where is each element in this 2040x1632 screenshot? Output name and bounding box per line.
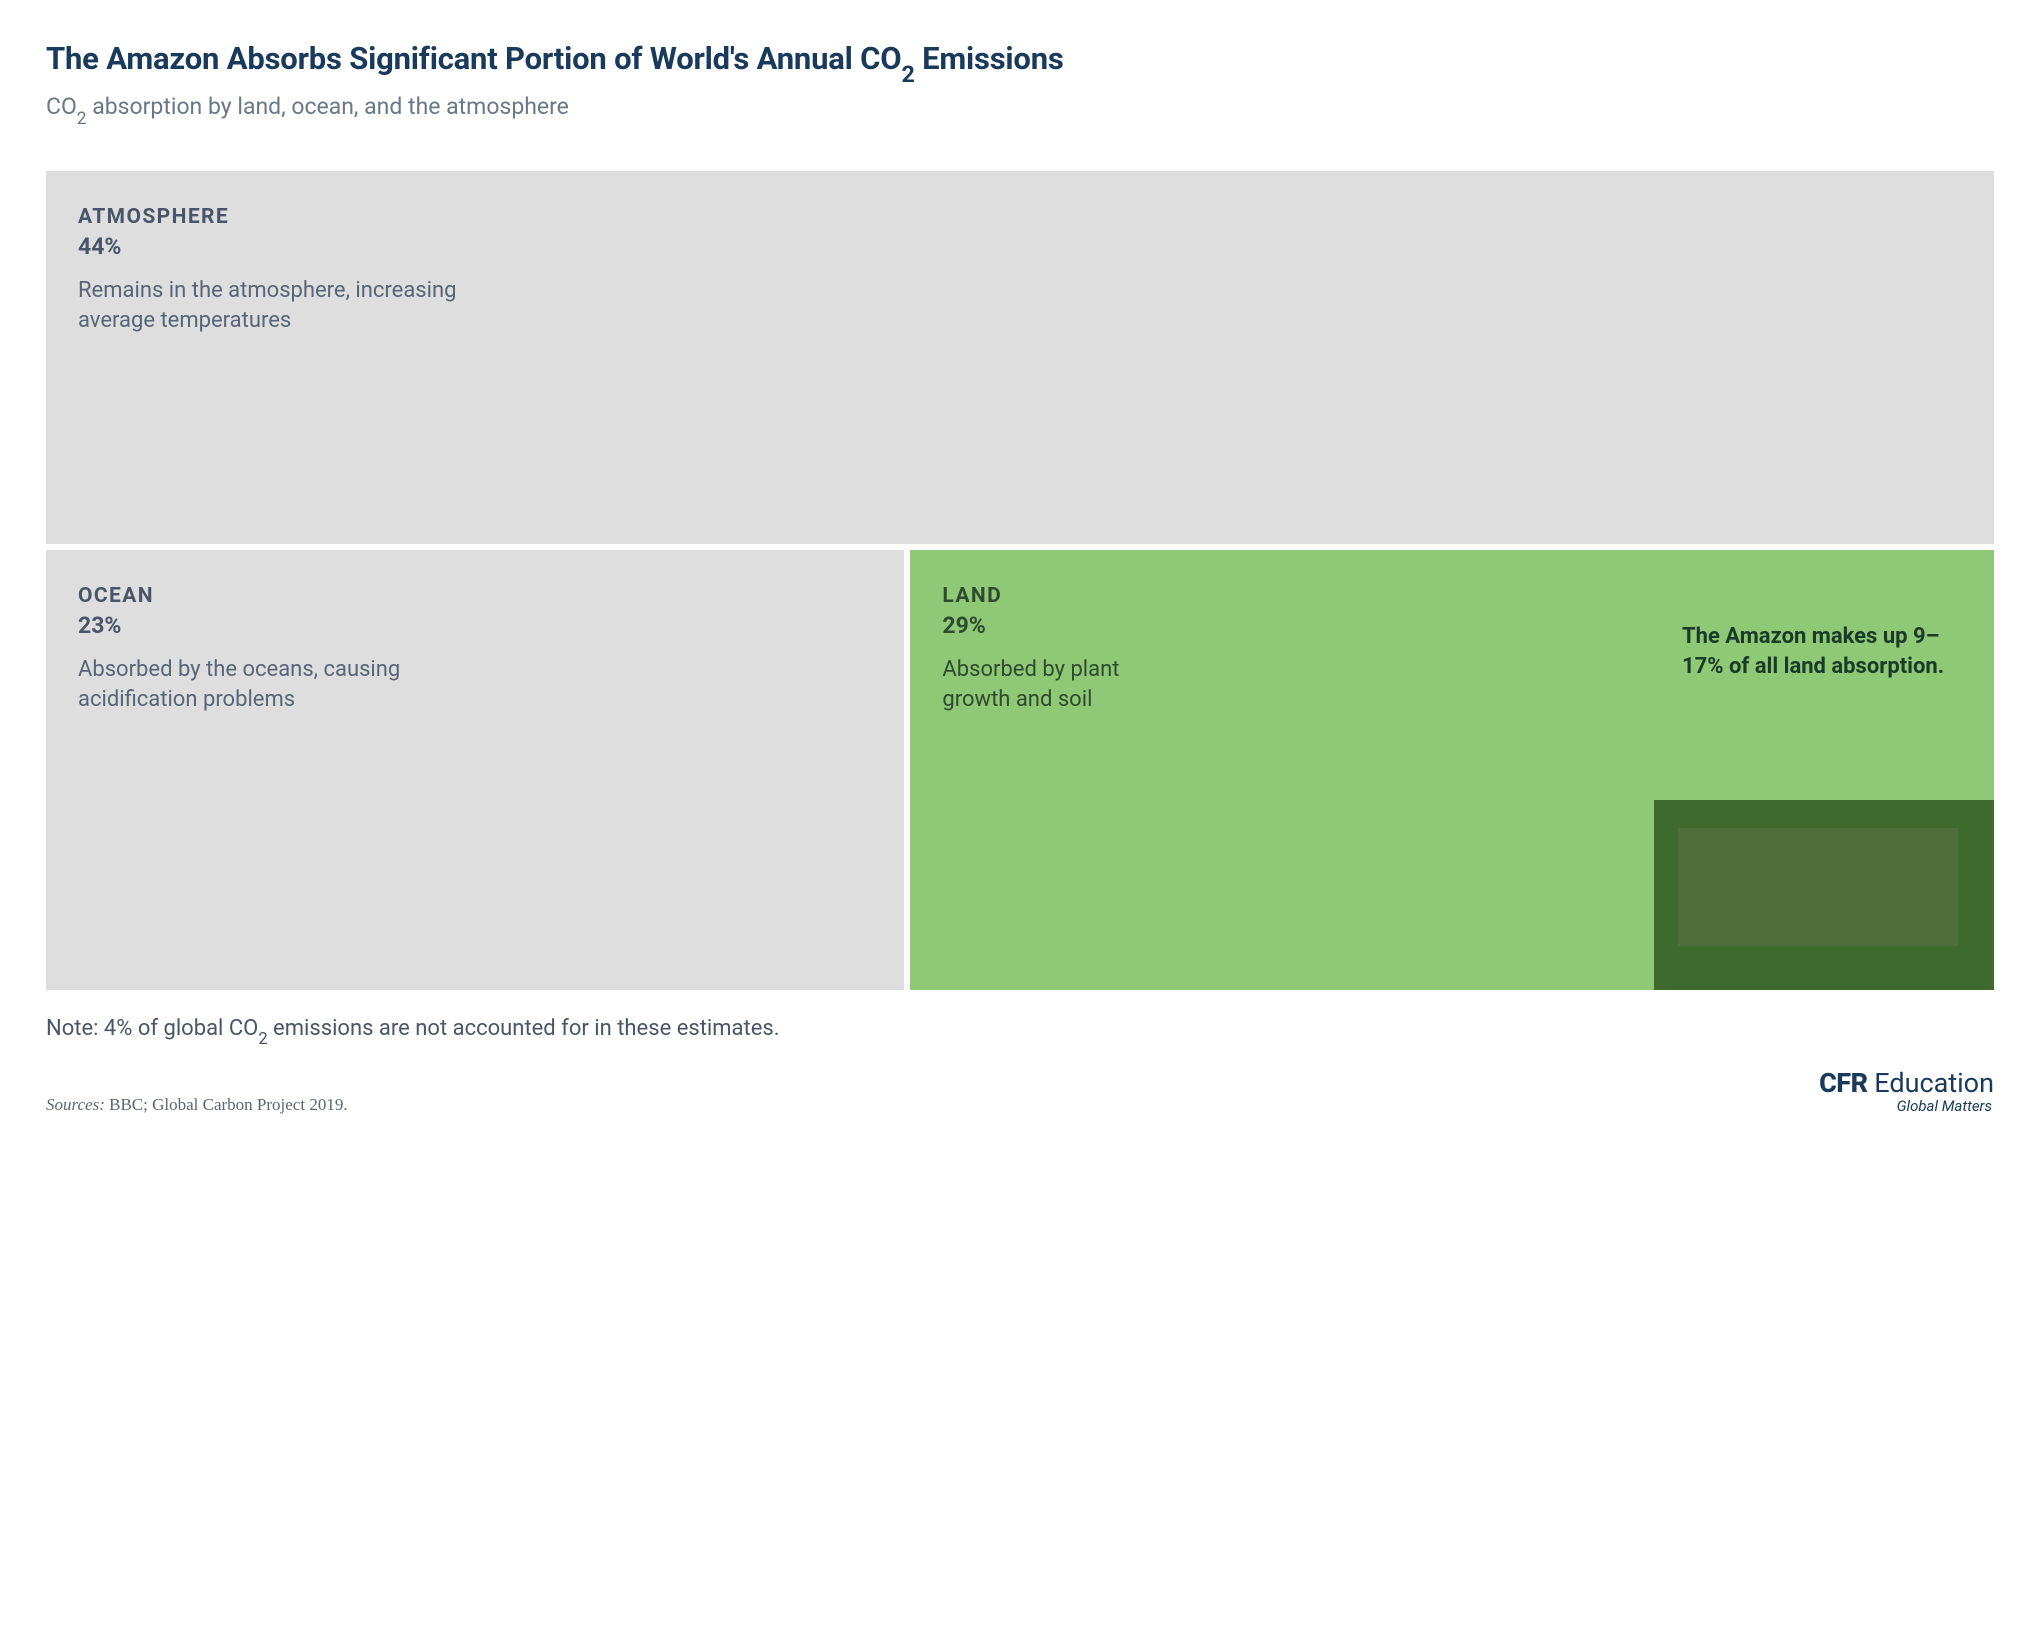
ocean-label: OCEAN: [78, 584, 872, 608]
brand-logo: CFR Education Global Matters: [1819, 1067, 1994, 1115]
page-title: The Amazon Absorbs Significant Portion o…: [46, 40, 1994, 83]
title-post: Emissions: [915, 40, 1064, 77]
sources: Sources: BBC; Global Carbon Project 2019…: [46, 1095, 348, 1115]
subtitle-subscript: 2: [77, 109, 87, 129]
ocean-pct: 23%: [78, 612, 872, 639]
subtitle-post: absorption by land, ocean, and the atmos…: [87, 93, 569, 120]
chart-row-1: ATMOSPHERE 44% Remains in the atmosphere…: [46, 171, 1994, 544]
block-land: LAND 29% Absorbed by plant growth and so…: [910, 550, 1994, 990]
sources-text: BBC; Global Carbon Project 2019.: [105, 1095, 348, 1114]
amazon-note: The Amazon makes up 9–17% of all land ab…: [1682, 622, 1962, 681]
chart-row-2: OCEAN 23% Absorbed by the oceans, causin…: [46, 550, 1994, 990]
chart-note: Note: 4% of global CO2 emissions are not…: [46, 1016, 1994, 1045]
page-subtitle: CO2 absorption by land, ocean, and the a…: [46, 93, 1994, 125]
ocean-desc: Absorbed by the oceans, causing acidific…: [78, 655, 508, 714]
atmosphere-desc: Remains in the atmosphere, increasing av…: [78, 276, 518, 335]
block-ocean: OCEAN 23% Absorbed by the oceans, causin…: [46, 550, 904, 990]
land-desc: Absorbed by plant growth and soil: [942, 655, 1182, 714]
note-pre: Note: 4% of global CO: [46, 1016, 258, 1041]
note-post: emissions are not accounted for in these…: [268, 1016, 780, 1041]
treemap-chart: ATMOSPHERE 44% Remains in the atmosphere…: [46, 171, 1994, 990]
amazon-inner-block: [1678, 828, 1958, 946]
brand-light: Education: [1868, 1067, 1994, 1099]
title-subscript: 2: [901, 60, 914, 88]
brand-line-1: CFR Education: [1819, 1067, 1994, 1099]
atmosphere-pct: 44%: [78, 233, 1962, 260]
title-pre: The Amazon Absorbs Significant Portion o…: [46, 40, 901, 77]
brand-tagline: Global Matters: [1819, 1097, 1994, 1115]
subtitle-pre: CO: [46, 93, 77, 120]
footer: Sources: BBC; Global Carbon Project 2019…: [46, 1067, 1994, 1115]
brand-bold: CFR: [1819, 1067, 1867, 1099]
land-label: LAND: [942, 584, 1962, 608]
sources-label: Sources:: [46, 1095, 105, 1114]
note-subscript: 2: [258, 1030, 267, 1049]
atmosphere-label: ATMOSPHERE: [78, 205, 1962, 229]
block-atmosphere: ATMOSPHERE 44% Remains in the atmosphere…: [46, 171, 1994, 544]
